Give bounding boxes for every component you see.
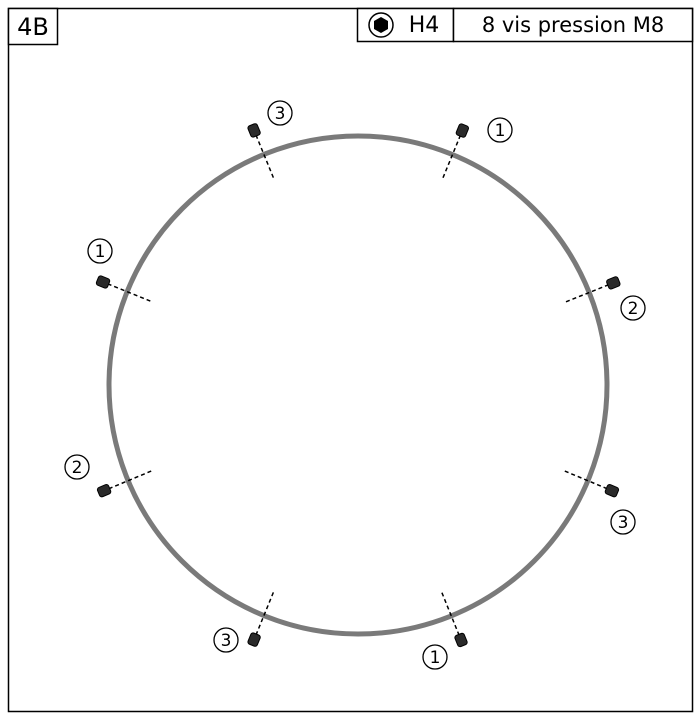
- screw: [606, 276, 621, 290]
- axis-line: [102, 470, 152, 492]
- label-circle: [64, 454, 90, 480]
- axis-line: [564, 470, 614, 492]
- screw: [247, 123, 261, 138]
- code-box: [7, 7, 59, 46]
- screw-label: 3: [221, 631, 232, 651]
- screw-label: 1: [430, 648, 441, 668]
- frame: [7, 7, 694, 713]
- axis-line: [441, 592, 463, 642]
- screw: [455, 123, 469, 138]
- label-circle: [487, 117, 513, 143]
- axis-line: [253, 129, 275, 178]
- screw-label: 2: [628, 299, 639, 319]
- label-circle: [87, 238, 113, 264]
- axis-line: [253, 592, 275, 641]
- axis-line: [442, 129, 464, 179]
- label-circle: [610, 509, 636, 535]
- screw-label: 1: [95, 242, 106, 262]
- hex-icon: [374, 17, 388, 33]
- description: 8 vis pression M8: [482, 13, 664, 37]
- axis-line: [565, 281, 615, 303]
- label-circle: [267, 100, 293, 126]
- screw: [96, 484, 112, 498]
- code: 4B: [17, 13, 49, 41]
- axis-line: [101, 280, 151, 302]
- description-box: [452, 7, 694, 43]
- tool: H4: [409, 13, 440, 38]
- screw: [454, 632, 468, 648]
- screw-label: 3: [275, 104, 286, 124]
- label-circle: [620, 295, 646, 321]
- label-circle: [213, 627, 239, 653]
- screw-label: 3: [618, 513, 629, 533]
- screw-label: 1: [495, 121, 506, 141]
- screw: [247, 632, 261, 647]
- screw-label: 2: [72, 458, 83, 478]
- screw: [95, 275, 111, 289]
- ring: [106, 133, 610, 637]
- label-circle: [422, 644, 448, 670]
- screw: [604, 484, 620, 498]
